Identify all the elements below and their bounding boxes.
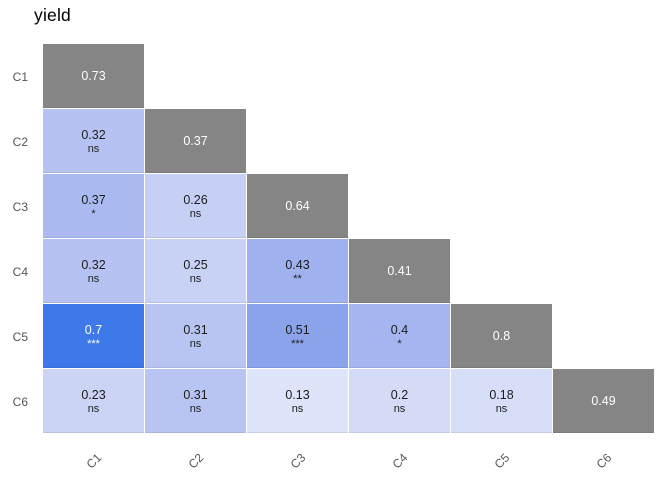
matrix-cell-C5-C4: 0.4 * bbox=[349, 304, 450, 368]
matrix-cell-C3-C3: 0.64 bbox=[247, 174, 348, 238]
cell-value: 0.31 bbox=[183, 388, 208, 402]
cell-significance: ns bbox=[393, 403, 406, 415]
y-axis-label-C5: C5 bbox=[12, 329, 28, 344]
x-axis-label-C6: C6 bbox=[593, 450, 614, 472]
cell-value: 0.2 bbox=[390, 388, 409, 402]
cell-significance: *** bbox=[291, 338, 304, 350]
cell-value: 0.26 bbox=[183, 193, 208, 207]
cell-value: 0.32 bbox=[81, 128, 106, 142]
y-axis-label-C6: C6 bbox=[12, 394, 28, 409]
cell-value: 0.8 bbox=[492, 329, 511, 343]
matrix-cell-C4-C3: 0.43 ** bbox=[247, 239, 348, 303]
matrix-cell-C2-C2: 0.37 bbox=[145, 109, 246, 173]
matrix-cell-C6-C3: 0.13 ns bbox=[247, 369, 348, 433]
x-axis-label-C2: C2 bbox=[185, 450, 206, 472]
cell-value: 0.37 bbox=[183, 134, 208, 148]
cell-value: 0.7 bbox=[84, 323, 103, 337]
matrix-cell-C4-C2: 0.25 ns bbox=[145, 239, 246, 303]
cell-value: 0.18 bbox=[489, 388, 514, 402]
cell-significance: * bbox=[91, 208, 96, 220]
matrix-cell-C5-C5: 0.8 bbox=[451, 304, 552, 368]
cell-significance: ** bbox=[293, 273, 302, 285]
chart-title: yield bbox=[34, 5, 71, 25]
x-axis-label-C5: C5 bbox=[491, 450, 512, 472]
cell-significance: ns bbox=[495, 403, 508, 415]
cell-value: 0.32 bbox=[81, 258, 106, 272]
cell-significance: * bbox=[397, 338, 402, 350]
matrix-cell-C1-C1: 0.73 bbox=[43, 44, 144, 108]
y-axis-label-C4: C4 bbox=[12, 264, 28, 279]
cell-significance: ns bbox=[189, 403, 202, 415]
cell-value: 0.43 bbox=[285, 258, 310, 272]
cell-significance: ns bbox=[189, 273, 202, 285]
matrix-cell-C5-C1: 0.7 *** bbox=[43, 304, 144, 368]
cell-value: 0.13 bbox=[285, 388, 310, 402]
matrix-cell-C4-C4: 0.41 bbox=[349, 239, 450, 303]
matrix-cell-C6-C6: 0.49 bbox=[553, 369, 654, 433]
cell-value: 0.64 bbox=[285, 199, 310, 213]
matrix-cell-C3-C1: 0.37 * bbox=[43, 174, 144, 238]
cell-significance: ns bbox=[291, 403, 304, 415]
cell-value: 0.4 bbox=[390, 323, 409, 337]
matrix-cell-C6-C4: 0.2 ns bbox=[349, 369, 450, 433]
x-axis-label-C3: C3 bbox=[287, 450, 308, 472]
matrix-cell-C2-C1: 0.32 ns bbox=[43, 109, 144, 173]
matrix-cell-C6-C2: 0.31 ns bbox=[145, 369, 246, 433]
cell-significance: ns bbox=[87, 403, 100, 415]
matrix-cell-C5-C2: 0.31 ns bbox=[145, 304, 246, 368]
cell-value: 0.51 bbox=[285, 323, 310, 337]
y-axis-label-C3: C3 bbox=[12, 199, 28, 214]
cell-significance: ns bbox=[87, 273, 100, 285]
cell-value: 0.23 bbox=[81, 388, 106, 402]
y-axis-label-C2: C2 bbox=[12, 134, 28, 149]
cell-value: 0.37 bbox=[81, 193, 106, 207]
cell-value: 0.31 bbox=[183, 323, 208, 337]
cell-value: 0.49 bbox=[591, 394, 616, 408]
cell-significance: ns bbox=[189, 338, 202, 350]
matrix-cell-C4-C1: 0.32 ns bbox=[43, 239, 144, 303]
x-axis-label-C4: C4 bbox=[389, 450, 410, 472]
cell-value: 0.25 bbox=[183, 258, 208, 272]
x-axis-label-C1: C1 bbox=[83, 450, 104, 472]
heatmap-grid: 0.73 0.32 ns 0.37 0.37 * 0.26 ns 0.64 0.32 ns 0.25 n… bbox=[43, 44, 654, 433]
cell-significance: ns bbox=[189, 208, 202, 220]
matrix-cell-C5-C3: 0.51 *** bbox=[247, 304, 348, 368]
cell-value: 0.73 bbox=[81, 69, 106, 83]
matrix-cell-C6-C1: 0.23 ns bbox=[43, 369, 144, 433]
cell-significance: *** bbox=[87, 338, 100, 350]
cell-significance: ns bbox=[87, 143, 100, 155]
matrix-cell-C6-C5: 0.18 ns bbox=[451, 369, 552, 433]
y-axis-label-C1: C1 bbox=[12, 69, 28, 84]
matrix-cell-C3-C2: 0.26 ns bbox=[145, 174, 246, 238]
cell-value: 0.41 bbox=[387, 264, 412, 278]
